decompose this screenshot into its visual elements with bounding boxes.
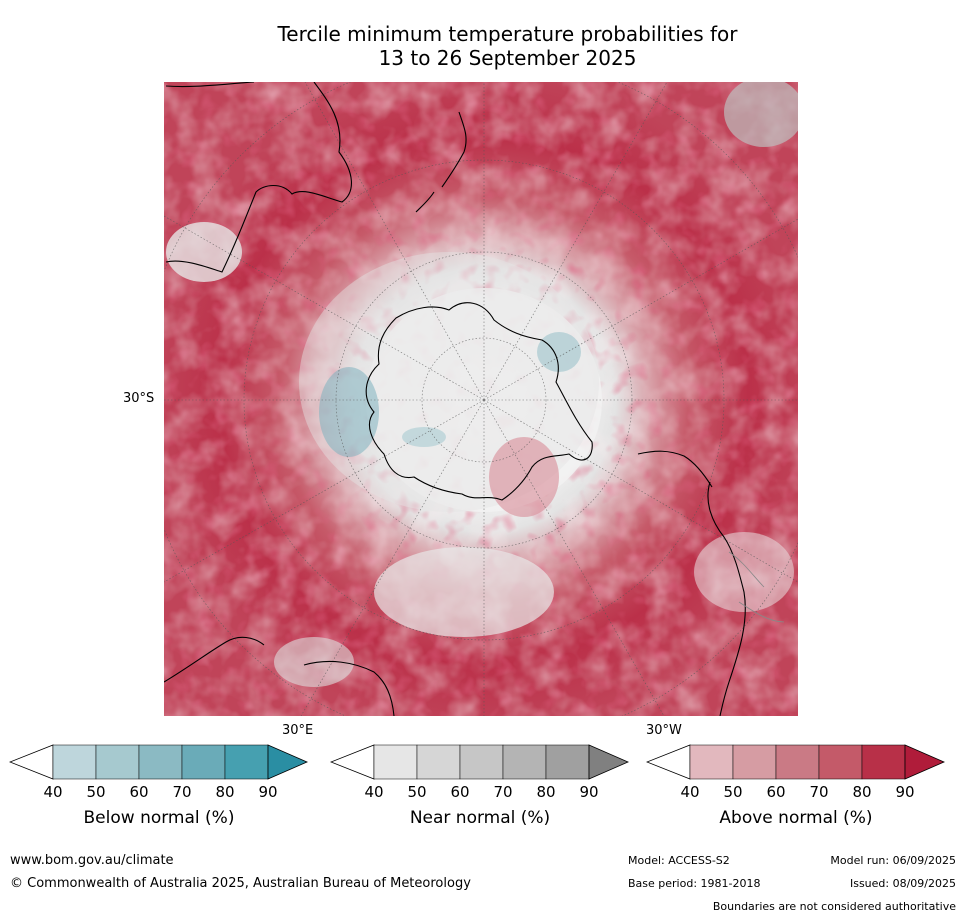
tick-label: 50 — [86, 783, 106, 801]
lon-label-30e: 30°E — [282, 723, 314, 738]
colorbar-bin — [181, 744, 226, 780]
above-normal-label: Above normal (%) — [719, 808, 873, 828]
tick-label: 90 — [895, 783, 915, 801]
model-name: Model: ACCESS-S2 — [628, 854, 730, 867]
country-borders — [728, 551, 785, 623]
tick-label: 80 — [536, 783, 556, 801]
colorbar-extend-low — [9, 744, 54, 780]
tick-label: 60 — [129, 783, 149, 801]
colorbar-extend-high — [588, 744, 630, 780]
tick-label: 70 — [493, 783, 513, 801]
africa-coast — [164, 636, 395, 716]
tick-label: 80 — [852, 783, 872, 801]
model-run: Model run: 06/09/2025 — [830, 854, 956, 867]
tick-label: 70 — [809, 783, 829, 801]
colorbar-bin — [861, 744, 906, 780]
colorbar-extend-low — [330, 744, 375, 780]
near-normal-colorbar — [330, 744, 630, 780]
probability-patches — [166, 82, 798, 687]
boundaries-disclaimer: Boundaries are not considered authoritat… — [712, 900, 956, 913]
above-normal-colorbar — [646, 744, 946, 780]
colorbar-bin — [545, 744, 590, 780]
copyright-text: © Commonwealth of Australia 2025, Austra… — [10, 876, 471, 891]
colorbar-bin — [224, 744, 269, 780]
colorbar-bin — [732, 744, 777, 780]
lat-label-30s: 30°S — [123, 391, 155, 406]
tick-label: 90 — [258, 783, 278, 801]
website-link[interactable]: www.bom.gov.au/climate — [10, 853, 174, 868]
colorbar-bin — [52, 744, 97, 780]
chart-title: Tercile minimum temperature probabilitie… — [165, 22, 850, 70]
tick-label: 50 — [407, 783, 427, 801]
tick-label: 40 — [364, 783, 384, 801]
below-normal-colorbar — [9, 744, 309, 780]
tick-label: 60 — [450, 783, 470, 801]
colorbar-bin — [689, 744, 734, 780]
colorbar-bin — [373, 744, 418, 780]
tick-label: 70 — [172, 783, 192, 801]
colorbar-bin — [818, 744, 863, 780]
colorbar-bin — [95, 744, 140, 780]
colorbar-extend-high — [267, 744, 309, 780]
colorbar-bin — [459, 744, 504, 780]
tick-label: 80 — [215, 783, 235, 801]
base-period: Base period: 1981-2018 — [628, 877, 761, 890]
tick-label: 40 — [43, 783, 63, 801]
tick-label: 40 — [680, 783, 700, 801]
below-normal-label: Below normal (%) — [83, 808, 235, 828]
new-zealand-coast — [415, 111, 467, 213]
issued-date: Issued: 08/09/2025 — [849, 877, 956, 890]
colorbar-bin — [138, 744, 183, 780]
title-line-1: Tercile minimum temperature probabilitie… — [277, 22, 738, 46]
colorbar-extend-high — [904, 744, 946, 780]
near-normal-label: Near normal (%) — [409, 808, 551, 828]
colorbar-bin — [416, 744, 461, 780]
antarctica-coast — [365, 302, 593, 501]
south-america-coast — [637, 450, 746, 716]
colorbar-extend-low — [646, 744, 691, 780]
coastlines — [164, 82, 746, 716]
title-line-2: 13 to 26 September 2025 — [378, 46, 637, 70]
graticule — [164, 82, 798, 716]
tick-label: 60 — [766, 783, 786, 801]
colorbar-bin — [775, 744, 820, 780]
polar-map — [164, 82, 798, 716]
lon-label-30w: 30°W — [646, 723, 682, 738]
australia-coast — [165, 82, 352, 273]
colorbar-bin — [502, 744, 547, 780]
tick-label: 90 — [579, 783, 599, 801]
tick-label: 50 — [723, 783, 743, 801]
